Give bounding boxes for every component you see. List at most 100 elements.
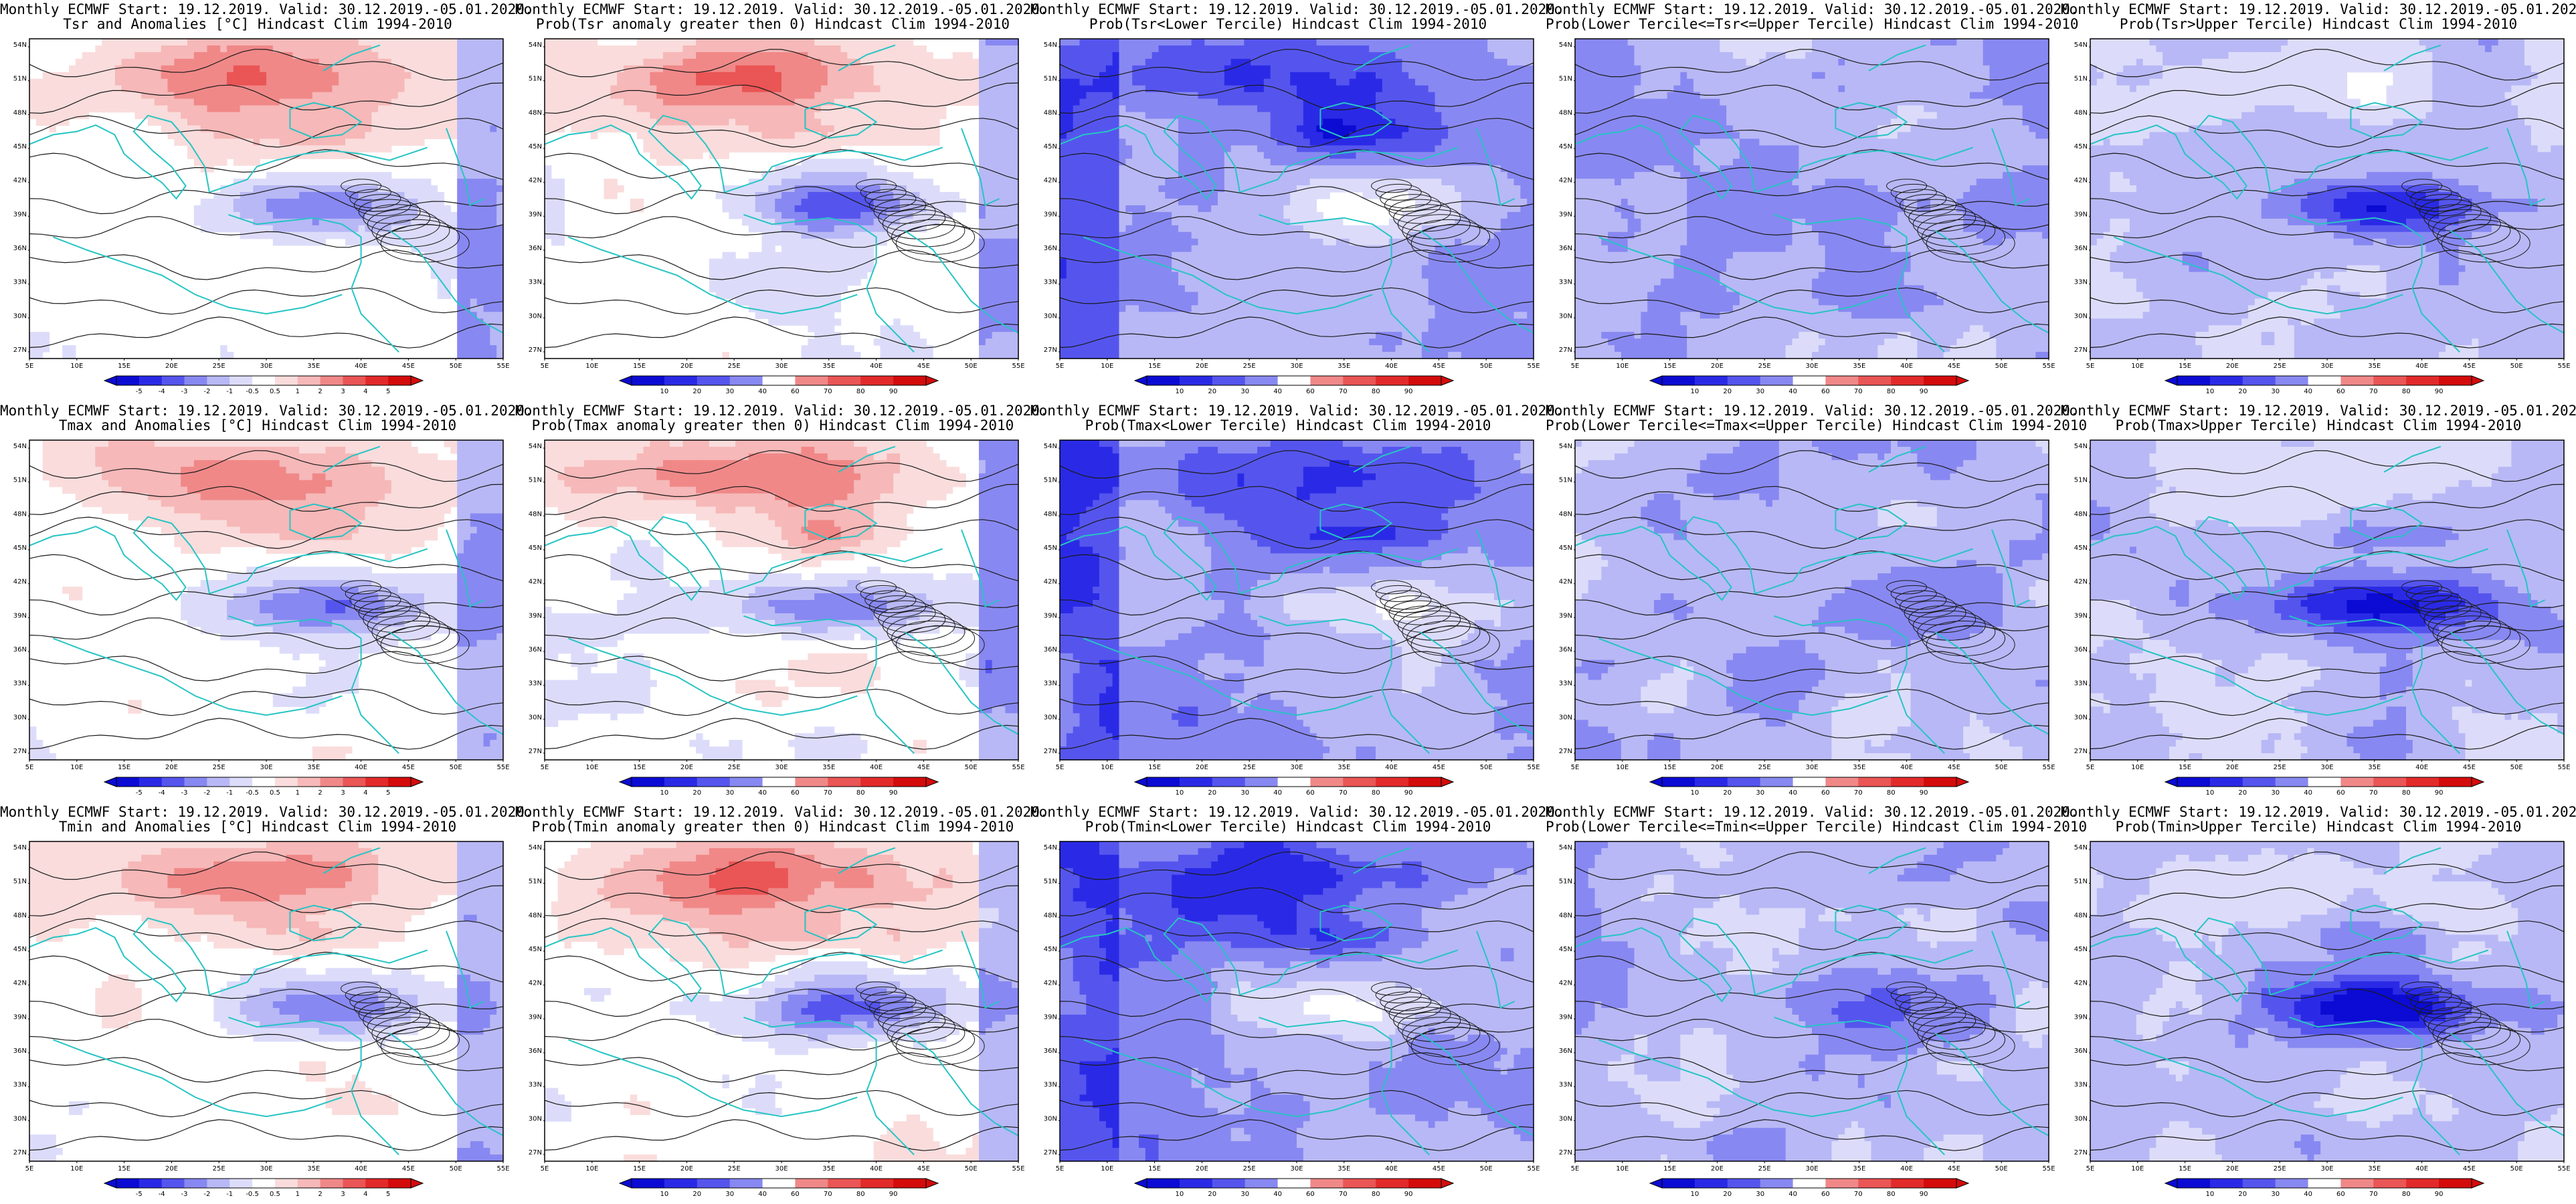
field-cell [781,312,789,319]
field-cell [1005,265,1012,273]
field-cell [715,265,723,273]
field-cell [590,65,598,73]
field-cell [56,112,63,120]
field-cell [1369,85,1376,93]
field-cell [1356,65,1363,73]
field-cell [998,199,1006,206]
field-cell [781,185,789,193]
field-cell [1323,98,1330,106]
field-cell [220,205,227,213]
field-cell [545,211,552,219]
field-cell [385,65,392,73]
field-cell [854,211,861,219]
field-cell [788,172,796,179]
field-cell [887,352,894,359]
field-cell [1369,132,1376,139]
field-cell [286,125,293,133]
field-cell [557,125,565,133]
field-cell [998,105,1006,113]
field-cell [676,72,684,80]
field-cell [1481,72,1488,80]
field-cell [1474,132,1481,139]
field-cell [866,78,875,86]
field-cell [1145,45,1153,53]
field-cell [827,225,835,233]
field-cell [788,118,796,126]
field-cell [167,39,175,46]
field-cell [418,78,425,86]
field-cell [365,72,372,80]
field-cell [748,98,756,106]
field-cell [292,218,300,226]
field-cell [444,112,451,120]
field-cell [496,325,504,332]
field-cell [325,138,333,146]
field-cell [424,98,432,106]
field-cell [378,39,385,46]
field-cell [418,179,425,186]
field-cell [794,85,802,93]
field-cell [590,118,598,126]
field-cell [630,118,638,126]
field-cell [979,218,986,226]
field-cell [193,58,201,66]
field-cell [1362,78,1370,86]
field-cell [1487,92,1495,100]
field-cell [1329,45,1337,53]
field-cell [490,105,497,113]
field-cell [69,85,76,93]
field-cell [299,105,306,113]
field-cell [919,52,927,60]
field-cell [557,52,565,60]
field-cell [470,245,478,253]
field-cell [82,105,90,113]
field-cell [430,72,438,80]
field-cell [768,65,775,73]
field-cell [748,292,756,299]
field-cell [900,332,907,339]
field-cell [404,132,411,139]
field-cell [590,72,598,80]
field-cell [1527,98,1534,106]
field-cell [926,52,933,60]
field-cell [1224,98,1232,106]
field-cell [1520,92,1528,100]
field-cell [827,105,835,113]
field-cell [332,205,339,213]
field-cell [834,345,842,353]
field-cell [590,125,598,133]
field-cell [411,245,418,253]
field-cell [1198,125,1205,133]
field-cell [1461,125,1469,133]
field-cell [788,225,796,233]
field-cell [669,39,677,46]
field-cell [200,85,208,93]
field-cell [722,98,729,106]
field-cell [306,231,313,239]
field-cell [1191,65,1199,73]
field-cell [220,58,227,66]
field-cell [483,258,490,266]
field-cell [1270,92,1278,100]
field-cell [617,118,624,126]
field-cell [227,45,234,53]
field-cell [847,192,854,199]
field-cell [1093,105,1100,113]
field-cell [748,185,756,193]
field-cell [814,225,822,233]
field-cell [742,45,749,53]
field-cell [483,138,490,146]
field-cell [1012,118,1019,126]
field-cell [781,72,789,80]
field-cell [470,152,478,159]
field-cell [404,225,411,233]
field-cell [490,211,497,219]
field-cell [887,78,894,86]
field-cell [1448,65,1455,73]
field-cell [854,45,861,53]
field-cell [1494,98,1501,106]
field-cell [134,39,142,46]
field-cell [397,52,405,60]
field-cell [1251,65,1258,73]
field-cell [998,39,1006,46]
